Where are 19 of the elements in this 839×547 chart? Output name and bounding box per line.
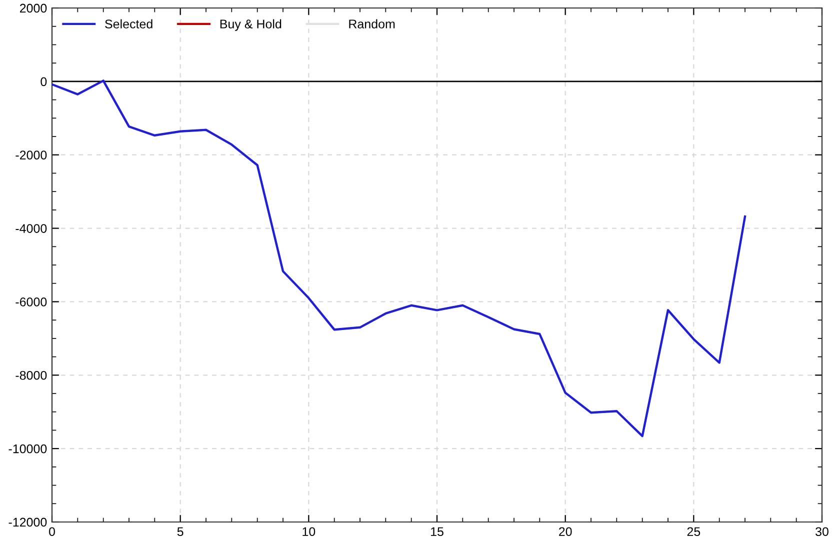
x-tick-label: 20 (559, 527, 572, 536)
y-tick-label: -6000 (16, 298, 47, 306)
x-tick-label: 0 (49, 527, 55, 536)
x-tick-label: 10 (302, 527, 316, 536)
y-tick-label: -4000 (16, 224, 47, 233)
legend-label: Selected (105, 19, 152, 28)
y-tick-label: -10000 (8, 444, 47, 454)
line-series (52, 80, 746, 438)
x-tick-label: 5 (177, 527, 184, 536)
y-tick-label: 2000 (20, 4, 47, 13)
y-tick-label: -12000 (8, 518, 47, 527)
y-tick-label: -2000 (16, 150, 47, 160)
legend-label: Buy & Hold (220, 19, 282, 31)
legend-label: Random (349, 19, 395, 28)
x-tick-label: 15 (431, 527, 444, 536)
y-tick-label: -8000 (16, 370, 47, 380)
y-tick-label: 0 (40, 77, 47, 86)
x-tick-label: 30 (816, 527, 828, 536)
x-tick-label: 25 (687, 527, 700, 536)
